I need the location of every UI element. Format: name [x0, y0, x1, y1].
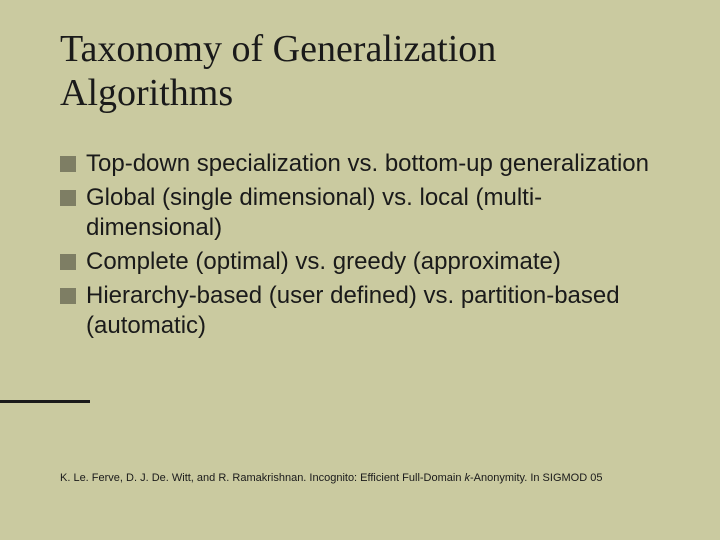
- slide-content: Taxonomy of Generalization Algorithms To…: [0, 0, 720, 341]
- list-item: Top-down specialization vs. bottom-up ge…: [60, 149, 660, 179]
- list-item: Complete (optimal) vs. greedy (approxima…: [60, 247, 660, 277]
- bullet-icon: [60, 190, 76, 206]
- bullet-list: Top-down specialization vs. bottom-up ge…: [60, 149, 660, 341]
- bullet-text: Top-down specialization vs. bottom-up ge…: [86, 149, 649, 179]
- slide-title: Taxonomy of Generalization Algorithms: [60, 28, 660, 115]
- list-item: Global (single dimensional) vs. local (m…: [60, 183, 660, 243]
- citation-prefix: K. Le. Ferve, D. J. De. Witt, and R. Ram…: [60, 472, 465, 484]
- bullet-text: Complete (optimal) vs. greedy (approxima…: [86, 247, 561, 277]
- accent-line: [0, 400, 90, 403]
- bullet-text: Global (single dimensional) vs. local (m…: [86, 183, 660, 243]
- bullet-text: Hierarchy-based (user defined) vs. parti…: [86, 281, 660, 341]
- citation-suffix: -Anonymity. In SIGMOD 05: [470, 472, 602, 484]
- list-item: Hierarchy-based (user defined) vs. parti…: [60, 281, 660, 341]
- bullet-icon: [60, 254, 76, 270]
- bullet-icon: [60, 288, 76, 304]
- citation-text: K. Le. Ferve, D. J. De. Witt, and R. Ram…: [60, 472, 602, 484]
- bullet-icon: [60, 156, 76, 172]
